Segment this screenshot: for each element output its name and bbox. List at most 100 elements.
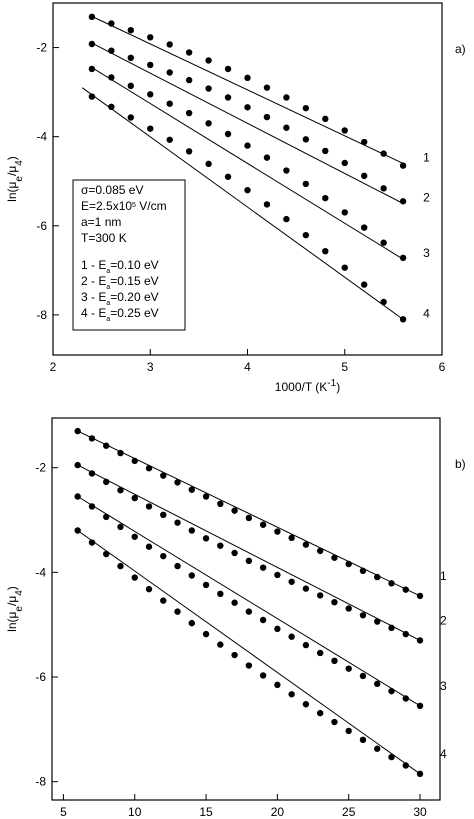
annotation-line-part: a bbox=[106, 300, 110, 307]
data-point bbox=[147, 61, 154, 69]
data-point bbox=[263, 113, 271, 121]
data-point bbox=[244, 186, 251, 194]
x-tick-label: 10 bbox=[128, 805, 142, 819]
data-point bbox=[160, 472, 167, 479]
y-tick-label: -4 bbox=[35, 565, 46, 579]
data-point bbox=[205, 85, 212, 92]
data-point bbox=[147, 34, 154, 41]
x-tick-label: 15 bbox=[199, 805, 213, 819]
data-point bbox=[245, 662, 253, 669]
data-point bbox=[88, 13, 96, 21]
data-point bbox=[316, 547, 324, 555]
data-point bbox=[374, 573, 381, 581]
x-tick-label: 6 bbox=[439, 360, 446, 374]
fit-line bbox=[77, 530, 421, 775]
data-point bbox=[108, 103, 115, 111]
panel-tag: b) bbox=[455, 457, 466, 471]
data-point bbox=[103, 550, 110, 558]
x-tick-label: 25 bbox=[342, 805, 356, 819]
data-point bbox=[188, 486, 195, 493]
data-point bbox=[361, 138, 368, 146]
annotation-line-part: 4 - E bbox=[81, 306, 106, 320]
curve-label: 2 bbox=[423, 191, 430, 205]
curve-label: 1 bbox=[440, 569, 447, 583]
annotation-line: σ=0.085 eV bbox=[81, 183, 143, 197]
data-point bbox=[245, 608, 253, 615]
x-tick-label: 4 bbox=[244, 360, 251, 374]
data-point bbox=[88, 40, 96, 48]
data-point bbox=[283, 215, 290, 223]
data-point bbox=[88, 539, 96, 546]
data-point bbox=[88, 65, 96, 73]
data-point bbox=[359, 567, 367, 574]
data-point bbox=[416, 770, 424, 778]
annotation-box bbox=[72, 179, 186, 331]
data-point bbox=[331, 657, 338, 665]
x-axis-label: 1000/T (K-1) bbox=[275, 378, 340, 395]
y-axis-label-part: e bbox=[14, 176, 25, 182]
y-tick-label: -6 bbox=[35, 670, 46, 684]
fit-line bbox=[77, 464, 421, 641]
data-point bbox=[108, 20, 115, 27]
data-point bbox=[145, 503, 153, 510]
data-point bbox=[131, 533, 138, 540]
data-point bbox=[416, 637, 424, 644]
x-tick-label: 30 bbox=[413, 805, 427, 819]
data-point bbox=[283, 94, 290, 101]
data-point bbox=[361, 224, 368, 231]
data-point bbox=[166, 41, 173, 48]
data-point bbox=[188, 572, 195, 579]
y-axis-label-part: 4 bbox=[14, 590, 25, 596]
annotation-line: 4 - Ea=0.25 eV bbox=[81, 306, 159, 323]
annotation-line-part: =0.10 eV bbox=[110, 258, 158, 272]
annotation-line: E=2.5x105 V/cm bbox=[81, 199, 167, 213]
annotation-line: 2 - Ea=0.15 eV bbox=[81, 274, 159, 291]
fit-line bbox=[91, 15, 404, 164]
data-point bbox=[402, 630, 409, 638]
data-point bbox=[302, 180, 310, 188]
data-point bbox=[359, 612, 367, 619]
x-tick-label: 5 bbox=[341, 360, 348, 374]
data-point bbox=[259, 672, 267, 679]
data-point bbox=[88, 470, 96, 477]
plot-frame bbox=[51, 417, 441, 801]
data-point bbox=[74, 527, 81, 534]
data-point bbox=[224, 65, 232, 73]
data-point bbox=[302, 585, 310, 592]
data-point bbox=[331, 554, 338, 561]
data-point bbox=[217, 542, 224, 549]
data-point bbox=[145, 585, 153, 593]
y-tick-label: -2 bbox=[35, 461, 46, 475]
data-point bbox=[402, 762, 409, 769]
data-point bbox=[88, 503, 96, 510]
data-point bbox=[231, 651, 238, 659]
data-point bbox=[374, 618, 381, 625]
data-point bbox=[231, 599, 238, 606]
data-point bbox=[174, 479, 181, 486]
y-axis-label-part: /μ bbox=[5, 166, 19, 176]
data-point bbox=[288, 691, 295, 698]
data-point bbox=[288, 633, 295, 640]
y-axis-label-part: ) bbox=[5, 156, 19, 160]
annotation-line-part: E=2.5x10 bbox=[81, 199, 132, 213]
data-point bbox=[259, 564, 267, 571]
data-point bbox=[322, 194, 329, 202]
data-point bbox=[274, 681, 281, 689]
data-point bbox=[185, 109, 193, 117]
annotation-line-part: =0.15 eV bbox=[110, 274, 158, 288]
data-point bbox=[380, 185, 387, 192]
annotation-line: 1 - Ea=0.10 eV bbox=[81, 258, 159, 275]
data-point bbox=[341, 159, 348, 167]
data-point bbox=[205, 57, 212, 64]
annotation-line-part: a bbox=[106, 316, 110, 323]
data-point bbox=[217, 590, 224, 598]
data-point bbox=[302, 136, 310, 143]
data-point bbox=[416, 702, 424, 710]
data-point bbox=[259, 616, 267, 624]
data-point bbox=[316, 592, 324, 599]
data-point bbox=[188, 619, 195, 627]
data-point bbox=[217, 500, 224, 508]
data-point bbox=[345, 665, 352, 672]
